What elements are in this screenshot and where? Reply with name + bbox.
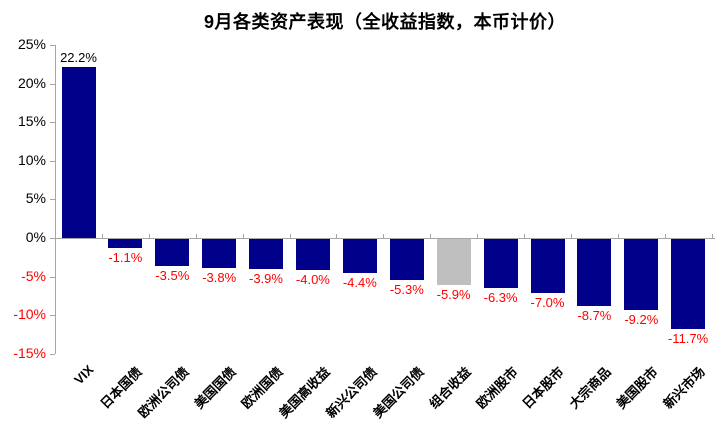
bar <box>389 239 424 280</box>
bar-value-label: -6.3% <box>483 289 518 305</box>
x-axis-tick <box>242 234 244 238</box>
x-category-label: 美国股市 <box>613 364 661 412</box>
bar <box>108 239 143 248</box>
x-axis-tick <box>617 234 619 238</box>
y-axis-tick <box>50 238 55 239</box>
bar <box>295 239 330 270</box>
bar-value-label: -3.9% <box>249 271 283 287</box>
y-tick-label: -15% <box>13 344 46 361</box>
bar-value-label: 22.2% <box>60 49 97 65</box>
bar-value-label: -3.5% <box>155 268 190 283</box>
y-tick-label: 0% <box>25 229 46 245</box>
y-axis-tick <box>50 276 55 278</box>
x-axis-tick <box>664 234 666 238</box>
x-axis-line <box>55 238 715 239</box>
bar-value-label: -4.4% <box>342 275 377 290</box>
bar-value-label: -5.3% <box>389 281 424 297</box>
y-axis-tick <box>50 122 55 124</box>
x-axis-tick <box>55 234 56 238</box>
bar <box>202 239 237 269</box>
y-tick-label: 10% <box>17 151 46 168</box>
y-axis-tick <box>50 199 55 201</box>
bar-value-label: -7.0% <box>530 295 565 310</box>
y-axis-tick <box>50 45 55 46</box>
x-axis-tick <box>711 234 713 238</box>
y-tick-label: 5% <box>25 190 46 207</box>
y-tick-label: -5% <box>21 267 46 284</box>
bar <box>671 239 706 330</box>
bar-value-label: -8.7% <box>577 308 612 324</box>
bar <box>61 66 96 238</box>
bar-value-label: -11.7% <box>667 331 709 347</box>
x-category-label: 美国国债 <box>191 364 239 412</box>
x-category-label: 欧洲股市 <box>472 364 521 412</box>
y-axis-tick <box>50 160 55 162</box>
x-axis-tick <box>477 234 479 238</box>
x-axis-tick <box>336 234 338 238</box>
bar <box>155 239 190 266</box>
x-axis-tick <box>524 234 525 238</box>
x-category-label: 欧洲公司债 <box>135 364 192 421</box>
y-tick-label: 20% <box>17 74 46 91</box>
x-category-label: 组合收益 <box>425 364 474 412</box>
chart-title: 9月各类资产表现（全收益指数，本币计价） <box>203 12 566 32</box>
bar-value-label: -5.9% <box>436 286 471 302</box>
x-category-label: 日本股市 <box>519 364 568 412</box>
x-axis-tick <box>430 234 432 238</box>
bar <box>624 239 659 310</box>
x-category-label: 大宗商品 <box>566 364 615 412</box>
x-axis-tick <box>289 234 291 238</box>
x-category-label: 新兴市场 <box>660 364 708 412</box>
x-category-label: VIX <box>70 362 97 388</box>
y-axis-line <box>55 45 56 354</box>
bar <box>483 239 518 288</box>
bar-value-label: -4.0% <box>295 271 330 287</box>
bar <box>577 239 612 307</box>
x-axis-tick <box>101 234 103 238</box>
y-tick-label: 15% <box>17 113 46 130</box>
x-axis-tick <box>383 234 385 238</box>
bar <box>342 239 377 273</box>
bar-value-label: -1.1% <box>108 249 143 265</box>
y-axis-tick <box>50 315 55 317</box>
bar <box>249 239 283 270</box>
bar <box>436 239 471 285</box>
x-axis-tick <box>570 234 572 238</box>
bar <box>530 239 565 293</box>
bar-value-label: -3.8% <box>202 270 237 286</box>
y-tick-label: 25% <box>17 36 46 52</box>
x-axis-tick <box>148 234 150 238</box>
y-tick-label: -10% <box>13 306 46 323</box>
y-axis-tick <box>50 353 55 355</box>
x-axis-tick <box>195 234 197 238</box>
bar-value-label: -9.2% <box>624 312 659 327</box>
y-axis-tick <box>50 83 55 85</box>
